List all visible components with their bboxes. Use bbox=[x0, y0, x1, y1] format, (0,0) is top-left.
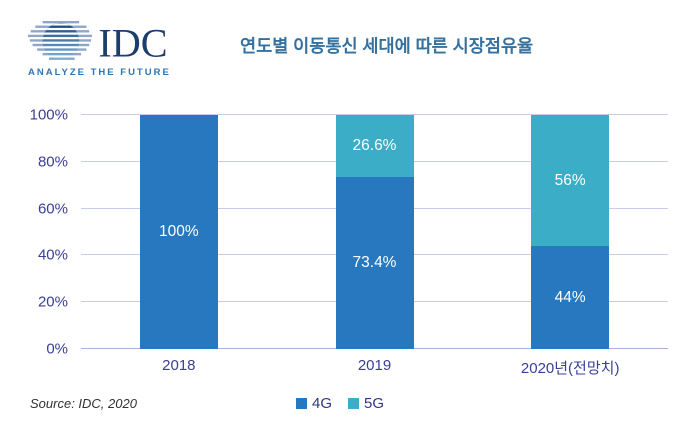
bars-container: 100% 26.6% 73.4% 56% 44% bbox=[81, 115, 668, 349]
gridline-100% bbox=[81, 114, 668, 115]
legend-item-4g: 4G bbox=[295, 395, 332, 412]
chart-title: 연도별 이동통신 세대에 따른 시장점유율 bbox=[240, 36, 534, 56]
y-tick-0%: 0% bbox=[46, 340, 68, 358]
bar-column-2019: 26.6% 73.4% bbox=[277, 115, 473, 349]
idc-logo: IDC ANALYZE THE FUTURE bbox=[28, 20, 180, 78]
bar-segment-5g-2019: 26.6% bbox=[335, 115, 414, 178]
legend: 4G 5G bbox=[0, 395, 680, 412]
logo-globe-stripes bbox=[42, 23, 80, 58]
bar-value-label: 44% bbox=[554, 288, 586, 306]
bar-segment-5g-2020년(전망치): 56% bbox=[531, 115, 610, 247]
idc-logo-text: IDC bbox=[98, 21, 167, 64]
y-tick-100%: 100% bbox=[29, 106, 68, 124]
bar-2019: 26.6% 73.4% bbox=[335, 115, 414, 349]
bar-segment-4g-2020년(전망치): 44% bbox=[531, 246, 610, 349]
y-tick-80%: 80% bbox=[37, 153, 68, 171]
bar-column-2020년(전망치): 56% 44% bbox=[472, 115, 668, 349]
x-tick-2018: 2018 bbox=[162, 357, 196, 374]
source-note: Source: IDC, 2020 bbox=[30, 396, 137, 411]
bar-value-label: 100% bbox=[159, 223, 199, 240]
idc-logo-mark: IDC bbox=[28, 21, 168, 64]
y-tick-40%: 40% bbox=[37, 246, 68, 264]
y-tick-20%: 20% bbox=[37, 293, 68, 311]
logo-globe bbox=[42, 22, 80, 60]
legend-swatch-4g bbox=[295, 398, 307, 409]
x-axis: 2018 2019 2020년(전망치) bbox=[81, 357, 668, 378]
bar-2020년(전망치): 56% 44% bbox=[531, 115, 610, 349]
bar-segment-4g-2018: 100% bbox=[139, 115, 218, 349]
bar-2018: 100% bbox=[139, 115, 218, 349]
bar-value-label: 73.4% bbox=[352, 254, 397, 272]
y-axis: 0% 20% 40% 60% 80% 100% bbox=[0, 108, 68, 357]
plot-area: 100% 26.6% 73.4% 56% 44% bbox=[81, 114, 668, 349]
legend-item-5g: 5G bbox=[348, 395, 384, 412]
bar-value-label: 56% bbox=[554, 171, 586, 189]
bar-segment-4g-2019: 73.4% bbox=[335, 177, 414, 349]
legend-label-5g: 5G bbox=[364, 395, 385, 412]
y-tick-60%: 60% bbox=[37, 200, 68, 218]
legend-label-4g: 4G bbox=[311, 395, 332, 412]
x-tick-2020년(전망치): 2020년(전망치) bbox=[520, 360, 620, 377]
legend-swatch-5g bbox=[348, 398, 359, 409]
x-tick-2019: 2019 bbox=[357, 357, 392, 374]
idc-logo-tagline: ANALYZE THE FUTURE bbox=[28, 67, 171, 78]
bar-column-2018: 100% bbox=[81, 115, 277, 349]
bar-value-label: 26.6% bbox=[352, 137, 397, 155]
